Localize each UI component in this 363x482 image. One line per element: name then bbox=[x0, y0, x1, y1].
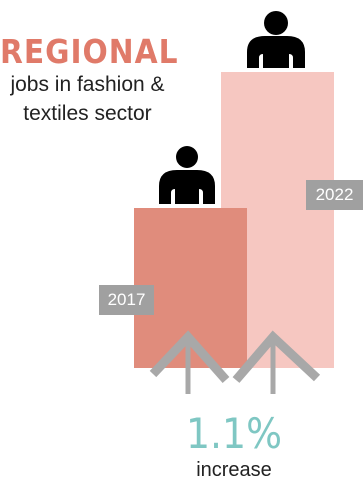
person-icon bbox=[159, 146, 215, 206]
chart-subtitle-line-2: textiles sector bbox=[23, 102, 152, 125]
percent-change-value: 1.1% bbox=[186, 409, 282, 458]
person-icon bbox=[247, 11, 305, 70]
tick-label-2022: 2022 bbox=[306, 180, 363, 210]
chart-title: REGIONAL bbox=[0, 32, 179, 71]
title-block: REGIONAL jobs in fashion & textiles sect… bbox=[0, 32, 179, 128]
arrow-up-icon bbox=[149, 330, 230, 394]
chart-subtitle-line-1: jobs in fashion & bbox=[10, 73, 165, 96]
percent-change-label: increase bbox=[196, 459, 272, 481]
tick-label-2017: 2017 bbox=[99, 285, 154, 315]
percent-change-block: 1.1% increase bbox=[176, 410, 292, 482]
arrow-up-icon bbox=[232, 330, 321, 394]
